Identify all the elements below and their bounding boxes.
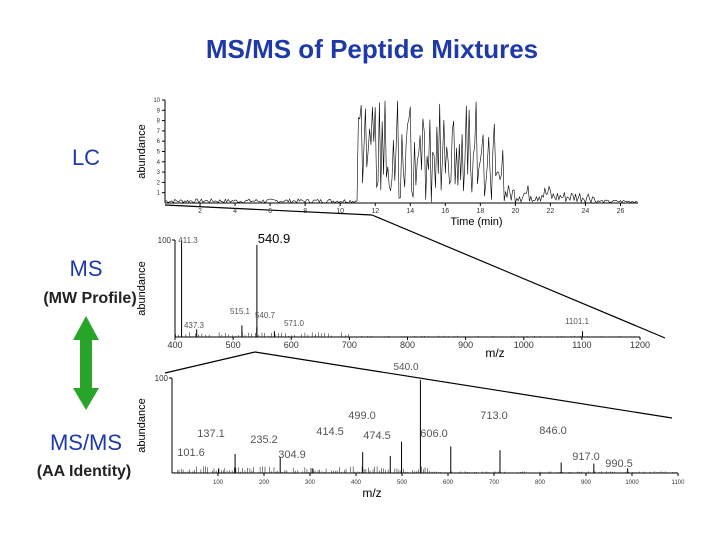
lc-y-tick-label: 4: [157, 160, 161, 166]
msms-peak-label: 713.0: [480, 410, 508, 422]
lc-x-tick-label: 12: [371, 208, 379, 215]
arrow-head-down: [73, 388, 99, 410]
msms-x-tick-label: 1000: [625, 480, 639, 486]
lc-x-tick-label: 20: [511, 208, 519, 215]
ms-sublabel: (MW Profile): [43, 290, 137, 307]
msms-peak-label: 304.9: [278, 449, 306, 461]
ms-x-tick-label: 700: [342, 340, 357, 350]
lc-x-tick-label: 14: [406, 208, 414, 215]
lc-y-tick-label: 1: [157, 191, 161, 197]
ms-peak-label: 411.3: [178, 236, 198, 245]
ms-zoom-left: [164, 351, 256, 374]
msms-peak-label: 846.0: [539, 425, 567, 437]
msms-x-tick-label: 200: [259, 480, 270, 486]
ms-peak-label: 1101.1: [565, 317, 589, 326]
ms-x-tick-label: 1000: [514, 340, 534, 350]
msms-x-tick-label: 1100: [672, 480, 686, 486]
msms-x-tick-label: 300: [305, 480, 316, 486]
msms-y-tick-label: 100: [155, 374, 169, 383]
lc-y-tick-label: 9: [157, 108, 161, 114]
zoom-connectors: [164, 204, 673, 419]
lc-y-tick-label: 3: [157, 170, 161, 176]
slide-title: MS/MS of Peptide Mixtures: [205, 34, 539, 64]
msms-peak-label: 917.0: [572, 451, 600, 463]
double-arrow-icon: [73, 316, 99, 410]
msms-x-tick-label: 400: [351, 480, 362, 486]
lc-y-axis-label: abundance: [136, 124, 148, 178]
lc-y-tick-label: 7: [157, 129, 161, 135]
lc-x-tick-label: 4: [233, 208, 237, 215]
ms-label: MS: [69, 256, 103, 281]
msms-peak-label: 414.5: [316, 426, 344, 438]
arrow-head-up: [73, 316, 99, 340]
ms-peak-label: 437.3: [184, 321, 205, 330]
ms-peak-label: 540.7: [255, 311, 276, 320]
msms-peak-label: 101.6: [177, 447, 205, 459]
lc-x-tick-label: 26: [617, 208, 625, 215]
ms-x-tick-label: 400: [167, 340, 182, 350]
ms-x-axis-label: m/z: [485, 346, 504, 360]
lc-x-tick-label: 18: [476, 208, 484, 215]
ms-zoom-right: [254, 351, 673, 419]
lc-x-tick-label: 24: [582, 208, 590, 215]
ms-peak-label: 571.0: [284, 319, 305, 328]
msms-y-axis-label: abundance: [136, 398, 148, 452]
lc-y-tick-label: 8: [157, 119, 161, 125]
msms-sublabel: (AA Identity): [36, 463, 132, 480]
ms-y-axis-label: abundance: [136, 261, 148, 315]
msms-peak-label: 137.1: [197, 428, 225, 440]
lc-y-tick-label: 10: [153, 98, 160, 104]
msms-peak-label: 235.2: [250, 434, 278, 446]
lc-x-tick-label: 22: [547, 208, 555, 215]
ms-x-tick-label: 600: [284, 340, 299, 350]
msms-x-tick-label: 700: [489, 480, 500, 486]
lc-y-tick-label: 2: [157, 180, 161, 186]
arrow-shaft: [80, 340, 92, 388]
ms-x-tick-label: 500: [226, 340, 241, 350]
ms-x-tick-label: 900: [458, 340, 473, 350]
ms-spectrum: 100 400 500 600 700 800 900 1000 1100 1200 m/z abun…: [136, 231, 650, 360]
msms-peak-label: 606.0: [420, 428, 448, 440]
msms-x-tick-label: 100: [213, 480, 224, 486]
lc-x-tick-label: 2: [198, 208, 202, 215]
ms-x-tick-label: 800: [400, 340, 415, 350]
lc-y-tick-label: 6: [157, 139, 161, 145]
lc-trace: [164, 100, 638, 204]
lc-label: LC: [71, 145, 101, 170]
msms-x-axis-label: m/z: [362, 486, 381, 500]
ms-peak-label: 540.9: [258, 231, 291, 246]
msms-peak-label: 474.5: [363, 430, 391, 442]
lc-x-tick-label: 10: [336, 208, 344, 215]
lc-zoom-right: [371, 214, 666, 339]
msms-peak-label: 499.0: [348, 410, 376, 422]
ms-peak-label: 515.1: [230, 307, 251, 316]
ms-y-tick-label: 100: [158, 236, 172, 245]
msms-label: MS/MS: [49, 430, 123, 455]
msms-peak-label: 990.5: [605, 458, 633, 470]
ms-x-tick-label: 1100: [572, 340, 591, 350]
lc-x-axis-label: Time (min): [450, 216, 502, 228]
msms-spectrum: 100 100 200 300 400 500 600 700 800 900 1000 1100 m/…: [136, 362, 685, 500]
lc-x-tick-label: 6: [268, 208, 272, 215]
lc-zoom-left: [164, 204, 373, 216]
ms-x-tick-label: 1200: [630, 340, 650, 350]
lc-y-tick-label: 5: [157, 150, 161, 156]
msms-x-tick-label: 600: [443, 480, 454, 486]
lc-x-tick-label: 16: [441, 208, 449, 215]
msms-x-tick-label: 900: [581, 480, 592, 486]
msms-x-tick-label: 800: [535, 480, 546, 486]
msms-x-tick-label: 500: [397, 480, 408, 486]
msms-peak-label: 540.0: [393, 362, 418, 373]
lc-x-tick-label: 8: [303, 208, 307, 215]
